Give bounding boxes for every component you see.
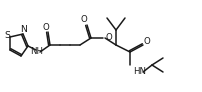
Text: O: O xyxy=(144,38,150,46)
Text: N: N xyxy=(21,25,27,34)
Text: NH: NH xyxy=(31,47,43,56)
Text: O: O xyxy=(81,15,87,24)
Text: O: O xyxy=(43,23,49,31)
Text: O: O xyxy=(106,33,113,43)
Text: HN: HN xyxy=(134,68,146,77)
Text: S: S xyxy=(4,31,10,40)
